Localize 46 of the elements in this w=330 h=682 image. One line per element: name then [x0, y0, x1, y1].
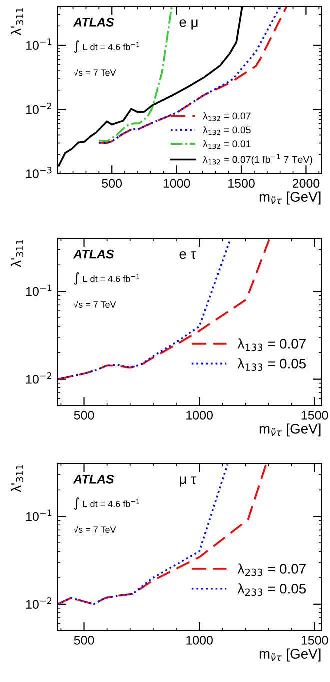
x-tick-label: 1000 [186, 410, 213, 420]
legend-label: λ$_{233}$ = 0.05 [238, 584, 306, 596]
x-tick-label: 500 [74, 636, 94, 645]
x-axis-title: m$_{ν̃τ}$ [GeV] [260, 192, 321, 205]
annotation: √s = 7 TeV [74, 300, 116, 308]
legend-label: λ$_{133}$ = 0.07 [238, 338, 306, 352]
x-axis-title: m$_{ν̃τ}$ [GeV] [260, 424, 321, 437]
y-tick-label: 10$^{−1}$ [26, 38, 52, 50]
annotation: ATLAS [73, 474, 114, 484]
annotation: ∫ L dt = 4.6 fb$^{−1}$ [74, 272, 140, 285]
legend-label: λ$_{132}$ = 0.07(1 fb$^{−1}$ 7 TeV) [203, 154, 312, 166]
y-tick-label: 10$^{−2}$ [26, 598, 52, 609]
line-series [58, 464, 229, 606]
y-axis-title: λ'$_{311}$ [11, 240, 24, 268]
x-tick-label: 1500 [228, 179, 255, 188]
annotation: e μ [180, 20, 198, 30]
annotation: ATLAS [73, 250, 114, 259]
y-tick-label: 10$^{−1}$ [26, 284, 52, 296]
y-axis-title: λ'$_{311}$ [11, 465, 24, 492]
x-tick-label: 500 [102, 179, 122, 188]
legend-label: λ$_{132}$ = 0.05 [203, 126, 251, 136]
legend-label: λ$_{132}$ = 0.07 [203, 112, 251, 122]
annotation: ∫ L dt = 4.6 fb$^{−1}$ [74, 40, 140, 54]
x-tick-label: 500 [74, 410, 94, 420]
x-tick-label: 2000 [292, 179, 320, 188]
annotation: μ τ [180, 476, 196, 487]
x-tick-label: 1000 [164, 179, 190, 188]
y-axis-title: λ'$_{311}$ [11, 8, 24, 36]
x-tick-label: 1500 [302, 636, 328, 645]
annotation: ∫ L dt = 4.6 fb$^{−1}$ [74, 498, 140, 510]
y-tick-label: 10$^{−2}$ [26, 102, 52, 114]
legend-label: λ$_{132}$ = 0.01 [203, 140, 251, 150]
x-axis-title: m$_{ν̃τ}$ [GeV] [260, 648, 321, 662]
x-tick-label: 1500 [302, 410, 328, 420]
y-tick-label: 10$^{−2}$ [26, 372, 52, 384]
y-tick-label: 10$^{−3}$ [26, 167, 52, 178]
annotation: √s = 7 TeV [74, 526, 116, 534]
annotation: e τ [180, 252, 196, 260]
line-series [58, 238, 232, 380]
y-tick-label: 10$^{−1}$ [26, 510, 52, 522]
annotation: √s = 7 TeV [74, 68, 116, 76]
x-tick-label: 1000 [186, 636, 213, 645]
legend-label: λ$_{133}$ = 0.05 [238, 358, 306, 372]
legend-label: λ$_{233}$ = 0.07 [238, 564, 306, 576]
annotation: ATLAS [73, 18, 114, 27]
line-series [58, 464, 268, 606]
